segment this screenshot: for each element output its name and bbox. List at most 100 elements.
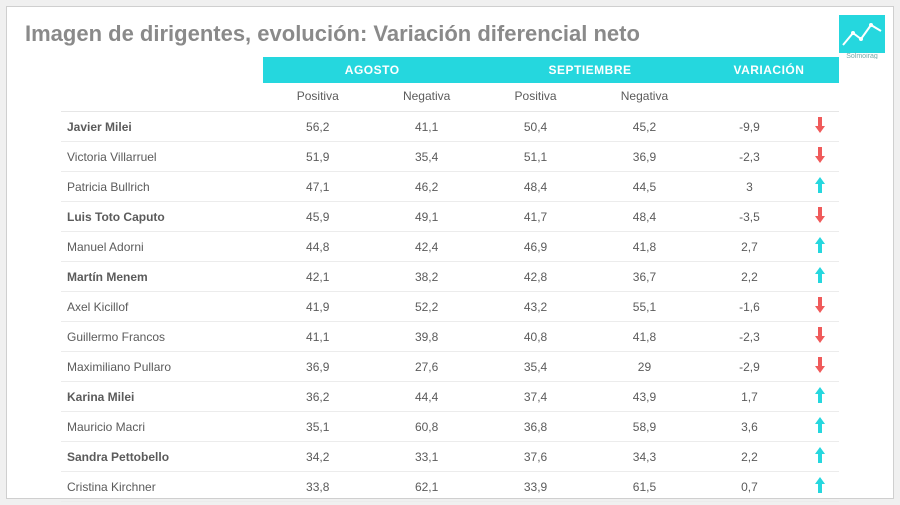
header-sep-neg: Negativa — [590, 83, 699, 112]
cell-arrow — [800, 142, 839, 172]
arrow-up-icon — [814, 243, 826, 257]
arrow-down-icon — [814, 303, 826, 317]
cell-arrow — [800, 472, 839, 502]
cell-ago-neg: 35,4 — [372, 142, 481, 172]
cell-ago-neg: 62,1 — [372, 472, 481, 502]
cell-arrow — [800, 382, 839, 412]
cell-var: -9,9 — [699, 112, 800, 142]
cell-var: -3,5 — [699, 202, 800, 232]
cell-ago-pos: 47,1 — [263, 172, 372, 202]
cell-name: Maximiliano Pullaro — [61, 352, 263, 382]
cell-sep-pos: 33,9 — [481, 472, 590, 502]
page-title: Imagen de dirigentes, evolución: Variaci… — [25, 21, 875, 47]
cell-arrow — [800, 352, 839, 382]
brand-logo: Solmoirag — [839, 15, 885, 59]
cell-var: 3,6 — [699, 412, 800, 442]
cell-sep-pos: 42,8 — [481, 262, 590, 292]
header-blank2 — [61, 83, 263, 112]
cell-sep-pos: 46,9 — [481, 232, 590, 262]
header-var-blank — [699, 83, 800, 112]
cell-ago-neg: 44,4 — [372, 382, 481, 412]
cell-name: Sandra Pettobello — [61, 442, 263, 472]
cell-arrow — [800, 202, 839, 232]
cell-sep-neg: 34,3 — [590, 442, 699, 472]
cell-name: Luis Toto Caputo — [61, 202, 263, 232]
header-agosto: AGOSTO — [263, 57, 481, 83]
cell-arrow — [800, 172, 839, 202]
cell-sep-neg: 29 — [590, 352, 699, 382]
cell-sep-neg: 41,8 — [590, 232, 699, 262]
cell-arrow — [800, 502, 839, 505]
cell-ago-pos: 41,9 — [263, 292, 372, 322]
cell-sep-pos: 29,1 — [481, 502, 590, 505]
cell-var: -2,3 — [699, 142, 800, 172]
cell-sep-pos: 50,4 — [481, 112, 590, 142]
cell-sep-pos: 36,8 — [481, 412, 590, 442]
table-row: Javier Milei56,241,150,445,2-9,9 — [61, 112, 839, 142]
cell-ago-neg: 52,2 — [372, 292, 481, 322]
header-arrow-blank — [800, 83, 839, 112]
cell-arrow — [800, 232, 839, 262]
cell-sep-neg: 43,9 — [590, 382, 699, 412]
cell-sep-neg: 58,9 — [590, 412, 699, 442]
arrow-down-icon — [814, 123, 826, 137]
cell-ago-pos: 36,9 — [263, 352, 372, 382]
cell-name: Mauricio Macri — [61, 412, 263, 442]
cell-sep-neg: 36,7 — [590, 262, 699, 292]
table-row: Cristina Kirchner33,862,133,961,50,7 — [61, 472, 839, 502]
arrow-up-icon — [814, 483, 826, 497]
cell-ago-pos: 34,2 — [263, 442, 372, 472]
cell-var: 2,2 — [699, 442, 800, 472]
header-septiembre: SEPTIEMBRE — [481, 57, 699, 83]
cell-var: 2,7 — [699, 232, 800, 262]
arrow-up-icon — [814, 393, 826, 407]
table-row: Axel Kicillof41,952,243,255,1-1,6 — [61, 292, 839, 322]
cell-sep-pos: 37,6 — [481, 442, 590, 472]
arrow-up-icon — [814, 453, 826, 467]
cell-sep-neg: 45,2 — [590, 112, 699, 142]
cell-arrow — [800, 292, 839, 322]
header-blank — [61, 57, 263, 83]
cell-var: 2,2 — [699, 262, 800, 292]
table-row: Victoria Villarruel51,935,451,136,9-2,3 — [61, 142, 839, 172]
cell-ago-neg: 38,2 — [372, 262, 481, 292]
cell-sep-neg: 55,1 — [590, 292, 699, 322]
cell-arrow — [800, 112, 839, 142]
table-row: Maximiliano Pullaro36,927,635,429-2,9 — [61, 352, 839, 382]
cell-ago-pos: 33,8 — [263, 472, 372, 502]
cell-sep-neg: 29,8 — [590, 502, 699, 505]
brand-text: Solmoirag — [846, 53, 878, 59]
cell-ago-pos: 42,1 — [263, 262, 372, 292]
cell-sep-neg: 36,9 — [590, 142, 699, 172]
cell-ago-neg: 49,1 — [372, 202, 481, 232]
arrow-down-icon — [814, 213, 826, 227]
cell-name: Javier Milei — [61, 112, 263, 142]
cell-var: 1,5 — [699, 502, 800, 505]
cell-ago-neg: 60,8 — [372, 412, 481, 442]
cell-sep-neg: 44,5 — [590, 172, 699, 202]
cell-ago-pos: 56,2 — [263, 112, 372, 142]
header-ago-neg: Negativa — [372, 83, 481, 112]
cell-ago-pos: 51,9 — [263, 142, 372, 172]
cell-sep-neg: 48,4 — [590, 202, 699, 232]
slide-frame: Imagen de dirigentes, evolución: Variaci… — [6, 6, 894, 499]
cell-var: 3 — [699, 172, 800, 202]
cell-sep-pos: 40,8 — [481, 322, 590, 352]
cell-sep-pos: 37,4 — [481, 382, 590, 412]
cell-name: Victoria Villarruel — [61, 142, 263, 172]
cell-arrow — [800, 412, 839, 442]
header-group-row: AGOSTO SEPTIEMBRE VARIACIÓN — [61, 57, 839, 83]
table-row: Mauricio Macri35,160,836,858,93,6 — [61, 412, 839, 442]
table-body: Javier Milei56,241,150,445,2-9,9Victoria… — [61, 112, 839, 505]
table-row: Manuel Adorni44,842,446,941,82,7 — [61, 232, 839, 262]
header-variacion: VARIACIÓN — [699, 57, 839, 83]
cell-sep-pos: 43,2 — [481, 292, 590, 322]
table-row: Luis Toto Caputo45,949,141,748,4-3,5 — [61, 202, 839, 232]
cell-sep-pos: 48,4 — [481, 172, 590, 202]
table-row: Martín Menem42,138,242,836,72,2 — [61, 262, 839, 292]
cell-arrow — [800, 322, 839, 352]
cell-sep-pos: 41,7 — [481, 202, 590, 232]
cell-var: 1,7 — [699, 382, 800, 412]
table-row: Karina Milei36,244,437,443,91,7 — [61, 382, 839, 412]
header-sep-pos: Positiva — [481, 83, 590, 112]
